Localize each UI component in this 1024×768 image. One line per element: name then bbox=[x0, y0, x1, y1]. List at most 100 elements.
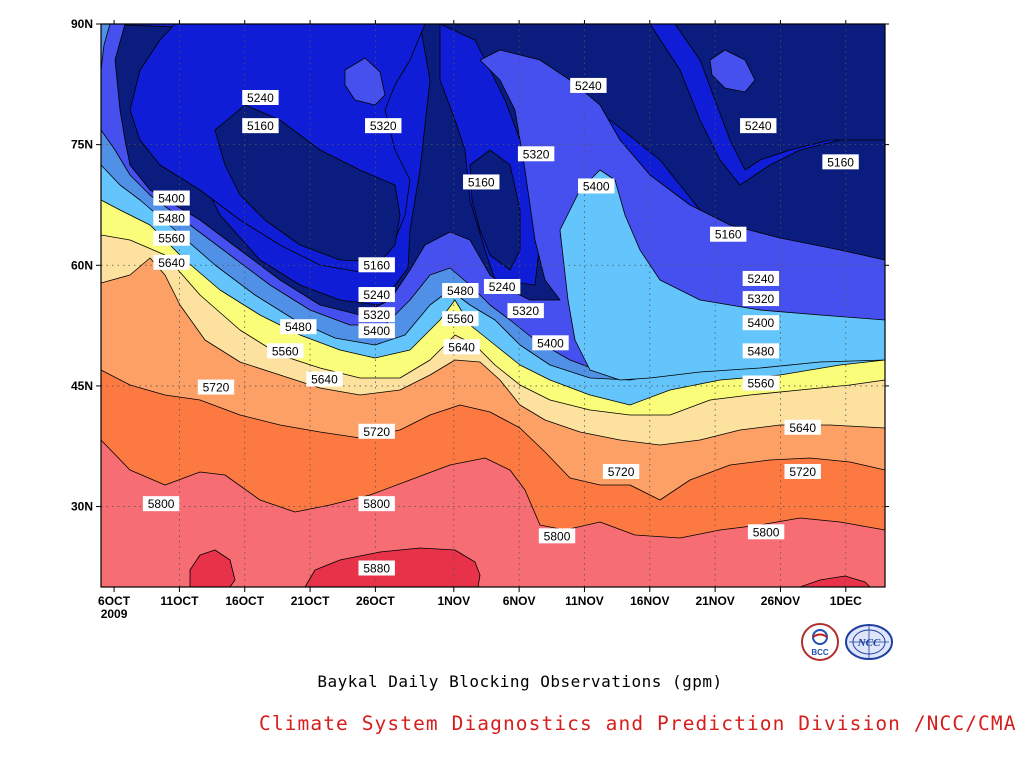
contour-label: 5800 bbox=[753, 525, 780, 539]
contour-label-box bbox=[742, 291, 780, 307]
contour-label: 5320 bbox=[370, 119, 397, 133]
contour-label-box bbox=[443, 339, 480, 355]
contour-label: 5640 bbox=[158, 256, 185, 270]
contour-label: 5240 bbox=[745, 119, 772, 133]
contour-label-box bbox=[747, 524, 785, 540]
contour-label: 5160 bbox=[827, 155, 854, 169]
x-tick-label: 11OCT bbox=[160, 594, 199, 608]
contour-label-box bbox=[365, 118, 402, 134]
contour-label: 5560 bbox=[272, 344, 299, 358]
contour-label-box bbox=[442, 283, 479, 299]
contour-label: 5240 bbox=[575, 79, 602, 93]
contour-label-box bbox=[442, 311, 479, 327]
contour-label-box bbox=[280, 319, 317, 335]
contour-label-box bbox=[267, 343, 304, 359]
svg-text:NCC: NCC bbox=[857, 637, 881, 649]
contour-label: 5640 bbox=[311, 372, 338, 386]
contour-label: 5160 bbox=[468, 175, 495, 189]
contour-label: 5480 bbox=[158, 212, 185, 226]
contour-band-19 bbox=[100, 439, 886, 588]
contour-label: 5320 bbox=[363, 308, 390, 322]
contour-label-box bbox=[306, 371, 343, 387]
x-tick-label: 1DEC bbox=[830, 594, 862, 608]
contour-label-box bbox=[358, 287, 395, 303]
x-tick-label: 16OCT bbox=[225, 594, 264, 608]
contour-label-box bbox=[602, 463, 640, 479]
contour-label: 5240 bbox=[489, 280, 516, 294]
contour-label: 5480 bbox=[748, 344, 775, 358]
contour-label: 5400 bbox=[583, 179, 610, 193]
contour-label: 5800 bbox=[363, 497, 390, 511]
contour-label-box bbox=[538, 528, 576, 544]
contour-label: 5720 bbox=[363, 425, 390, 439]
contour-label-box bbox=[358, 257, 395, 273]
x-tick-label: 11NOV bbox=[565, 594, 604, 608]
contour-band-20 bbox=[189, 549, 236, 588]
contour-label-box bbox=[153, 190, 190, 206]
contour-band-9 bbox=[344, 57, 386, 106]
contour-label: 5320 bbox=[512, 304, 539, 318]
contour-label: 5400 bbox=[363, 324, 390, 338]
x-tick-label: 1NOV bbox=[437, 594, 470, 608]
contour-label-box bbox=[507, 303, 544, 319]
contour-label-box bbox=[532, 335, 569, 351]
contour-label: 5720 bbox=[789, 465, 816, 479]
contour-label-box bbox=[242, 89, 279, 105]
chart-title: Baykal Daily Blocking Observations (gpm) bbox=[317, 672, 723, 691]
contour-label: 5640 bbox=[789, 421, 816, 435]
y-tick-label: 90N bbox=[71, 17, 93, 31]
contour-label: 5400 bbox=[537, 336, 564, 350]
contour-label-box bbox=[578, 178, 615, 194]
contour-label: 5720 bbox=[608, 465, 635, 479]
contour-label: 5240 bbox=[363, 288, 390, 302]
contour-label: 5320 bbox=[748, 292, 775, 306]
contour-label: 5400 bbox=[748, 316, 775, 330]
plot-frame bbox=[100, 23, 886, 588]
contour-label-box bbox=[463, 174, 500, 190]
contour-label-box bbox=[742, 270, 780, 286]
contour-label: 5880 bbox=[363, 562, 390, 576]
contour-label-box bbox=[358, 423, 395, 439]
x-tick-label: 21NOV bbox=[695, 594, 734, 608]
contour-label: 5560 bbox=[748, 377, 775, 391]
contour-label-box bbox=[570, 77, 607, 93]
x-tick-label: 26OCT bbox=[356, 594, 395, 608]
contour-label: 5240 bbox=[247, 91, 274, 105]
contour-label-box bbox=[197, 379, 235, 395]
contour-label-box bbox=[153, 230, 190, 246]
contour-label: 5400 bbox=[158, 192, 185, 206]
contour-label-box bbox=[740, 118, 777, 134]
contour-label: 5480 bbox=[447, 284, 474, 298]
contour-label: 5560 bbox=[447, 312, 474, 326]
contour-label-box bbox=[358, 560, 395, 576]
contour-label-box bbox=[242, 118, 279, 134]
x-tick-label: 26NOV bbox=[761, 594, 800, 608]
contour-label-box bbox=[742, 375, 780, 391]
contour-band-10 bbox=[709, 49, 756, 93]
contour-label-box bbox=[742, 315, 780, 331]
y-tick-label: 30N bbox=[71, 500, 93, 514]
contour-label: 5160 bbox=[363, 258, 390, 272]
x-tick-label: 6NOV bbox=[503, 594, 536, 608]
y-tick-label: 60N bbox=[71, 258, 93, 272]
contour-label-box bbox=[358, 496, 395, 512]
bcc-logo: BCC bbox=[801, 623, 839, 661]
contour-label: 5320 bbox=[523, 147, 550, 161]
contour-label-box bbox=[153, 254, 190, 270]
contour-label-box bbox=[517, 146, 555, 162]
svg-text:BCC: BCC bbox=[811, 648, 829, 657]
contour-label-box bbox=[358, 323, 395, 339]
x-tick-label: 21OCT bbox=[291, 594, 330, 608]
contour-label: 5800 bbox=[544, 529, 571, 543]
contour-label-box bbox=[153, 210, 190, 226]
contour-label: 5480 bbox=[285, 320, 312, 334]
contour-label-box bbox=[822, 154, 859, 170]
contour-label: 5160 bbox=[247, 119, 274, 133]
x-year-label: 2009 bbox=[101, 607, 128, 621]
x-tick-label: 6OCT bbox=[98, 594, 131, 608]
contour-label: 5240 bbox=[748, 272, 775, 286]
y-tick-label: 45N bbox=[71, 379, 93, 393]
contour-label: 5160 bbox=[715, 228, 742, 242]
